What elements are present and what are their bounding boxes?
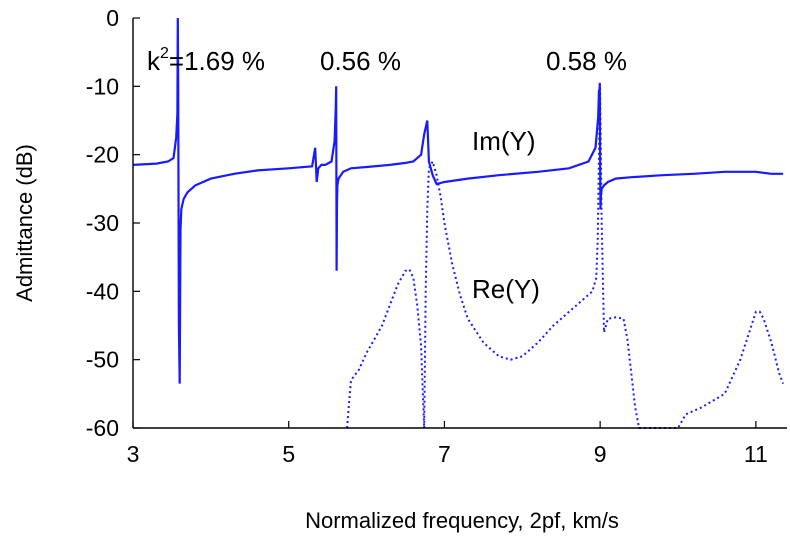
y-tick-label: -60	[86, 415, 119, 441]
y-axis-label: Admittance (dB)	[12, 144, 37, 302]
annotation-mode3-label: 0.58 %	[546, 46, 627, 76]
series-line-re-y	[347, 86, 783, 428]
x-tick-label: 3	[127, 441, 140, 467]
y-tick-label: -20	[86, 142, 119, 168]
y-tick-label: -10	[86, 73, 119, 99]
x-tick-label: 5	[282, 441, 295, 467]
plot-area	[133, 18, 787, 428]
x-tick-label: 9	[594, 441, 607, 467]
series-label-im-y: Im(Y)	[472, 126, 536, 156]
y-tick-label: -50	[86, 347, 119, 373]
annotation-mode2-label: 0.56 %	[320, 46, 401, 76]
y-tick-label: -30	[86, 210, 119, 236]
x-tick-label: 11	[744, 441, 768, 467]
series-label-re-y: Re(Y)	[472, 274, 540, 304]
x-tick-label: 7	[438, 441, 451, 467]
y-tick-label: 0	[106, 5, 119, 31]
y-tick-label: -40	[86, 278, 119, 304]
annotation-k2-label: k2=1.69 %	[147, 45, 265, 76]
x-axis-label: Normalized frequency, 2pf, km/s	[305, 508, 619, 533]
